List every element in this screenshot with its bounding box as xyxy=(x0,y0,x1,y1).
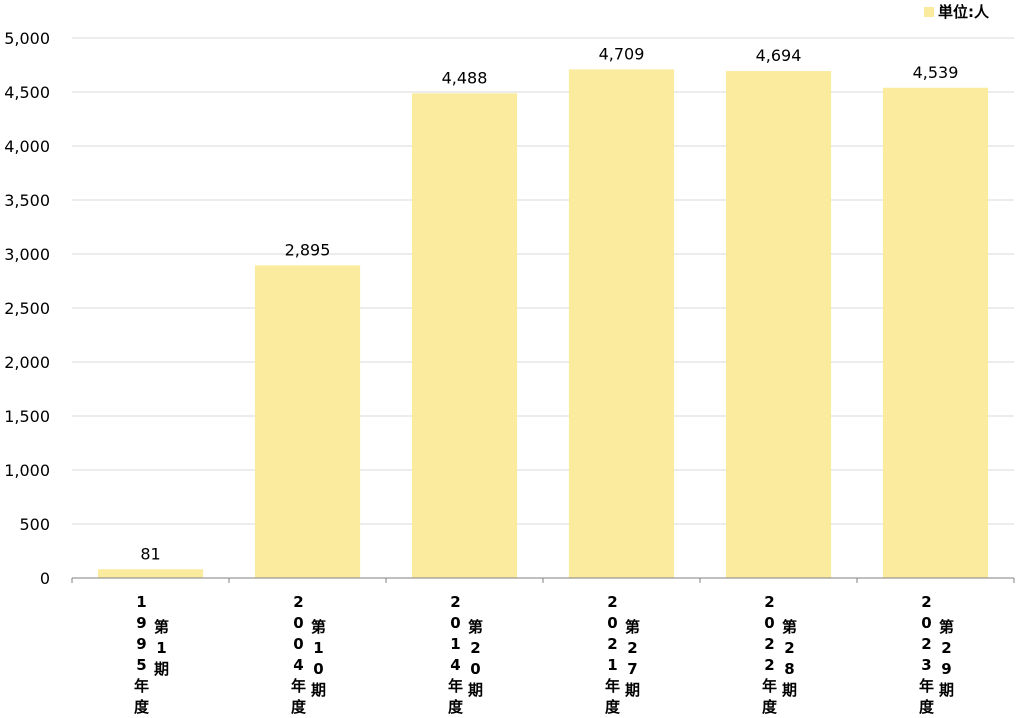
x-tick-label-year: 2 0 2 3 年度 xyxy=(919,593,935,716)
data-label: 4,709 xyxy=(599,44,645,63)
gridlines xyxy=(72,37,1014,525)
y-tick-label: 2,000 xyxy=(4,353,50,372)
y-tick-label: 4,500 xyxy=(4,83,50,102)
y-tick-label: 500 xyxy=(19,515,50,534)
legend: 単位:人 xyxy=(924,3,990,21)
bar xyxy=(882,87,989,579)
y-axis: 0 500 1,000 1,500 2,000 2,500 3,000 3,500 4,000 4… xyxy=(4,29,50,588)
data-label: 4,488 xyxy=(442,68,488,87)
x-axis: 1 9 9 5 年度第 1 期 2 0 0 4 年度第 1 0 期 2 0 1 4 年度第 2 0 期 2 0 2 1 年度第 2 7 期 2… xyxy=(71,577,1015,716)
bar xyxy=(725,71,832,578)
data-label: 4,694 xyxy=(756,46,802,65)
legend-label: 単位:人 xyxy=(938,3,990,21)
x-tick-label-year: 2 0 0 4 年度 xyxy=(291,593,307,716)
legend-swatch xyxy=(924,7,934,17)
y-tick-label: 1,500 xyxy=(4,407,50,426)
y-tick-label: 5,000 xyxy=(4,29,50,48)
y-tick-label: 4,000 xyxy=(4,137,50,156)
x-tick-label-year: 2 0 1 4 年度 xyxy=(448,593,464,716)
x-tick-label-year: 2 0 2 2 年度 xyxy=(762,593,778,716)
bar xyxy=(97,569,204,578)
data-label: 4,539 xyxy=(913,63,959,82)
y-tick-label: 0 xyxy=(40,569,50,588)
y-tick-label: 2,500 xyxy=(4,299,50,318)
y-tick-label: 1,000 xyxy=(4,461,50,480)
x-tick-label-year: 1 9 9 5 年度 xyxy=(134,593,150,716)
bar xyxy=(568,69,675,578)
bar xyxy=(411,93,518,579)
data-label: 2,895 xyxy=(285,240,331,259)
bar xyxy=(254,265,361,578)
data-label: 81 xyxy=(140,544,160,563)
data-labels: 81 2,895 4,488 4,709 4,694 4,539 xyxy=(140,44,958,563)
y-tick-label: 3,000 xyxy=(4,245,50,264)
bars xyxy=(97,69,989,579)
x-tick-label-year: 2 0 2 1 年度 xyxy=(605,593,621,716)
y-tick-label: 3,500 xyxy=(4,191,50,210)
